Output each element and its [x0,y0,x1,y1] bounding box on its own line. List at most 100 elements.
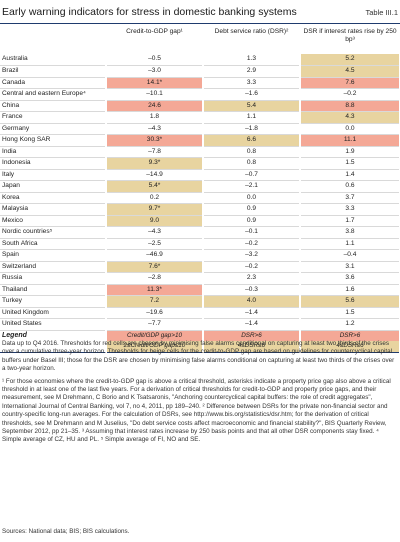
cell-credit-gap: –14.9 [105,169,204,181]
cell-credit-gap: 9.7* [105,203,204,216]
cell-dsr-rate-rise: 11.1 [299,134,400,147]
table-row: Thailand 11.3* –0.3 1.6 [0,284,400,296]
column-header-country [0,26,106,54]
cell-dsr: 1.3 [202,54,301,66]
cell-dsr-rate-rise: 4.5 [299,65,400,78]
cell-dsr: 0.8 [202,146,301,158]
cell-credit-gap: –3.0 [105,65,204,78]
cell-credit-gap: –7.7 [105,318,204,331]
table-row: Japan 5.4* –2.1 0.6 [0,180,400,193]
cell-dsr-rate-rise: 3.8 [299,226,400,239]
cell-dsr-rate-rise: –0.4 [299,249,400,262]
table-row: Spain –46.9 –3.2 –0.4 [0,249,400,262]
row-country: Malaysia [0,203,106,216]
cell-dsr: 0.8 [202,157,301,170]
table-row: Nordic countries⁵ –4.3 –0.1 3.8 [0,226,400,239]
cell-dsr-rate-rise: 3.6 [299,272,400,285]
cell-credit-gap: 9.3* [105,157,204,170]
row-country: South Africa [0,238,106,250]
cell-dsr: 6.6 [202,134,301,147]
cell-dsr-rate-rise: 1.5 [299,307,400,319]
table-row: Switzerland 7.6* –0.2 3.1 [0,261,400,273]
table-title: Early warning indicators for stress in d… [2,6,297,18]
cell-dsr: –1.8 [202,123,301,135]
cell-dsr-rate-rise: 1.9 [299,146,400,158]
cell-dsr-rate-rise: 1.6 [299,284,400,296]
table-number: Table III.1 [365,8,398,17]
table-row: India –7.8 0.8 1.9 [0,146,400,158]
row-country: Thailand [0,284,106,296]
row-country: Mexico [0,215,106,227]
cell-credit-gap: –4.3 [105,123,204,135]
cell-dsr-rate-rise: 0.6 [299,180,400,193]
table-row: France 1.8 1.1 4.3 [0,111,400,124]
row-country: India [0,146,106,158]
table-row: United Kingdom –19.6 –1.4 1.5 [0,307,400,319]
cell-dsr-rate-rise: 1.1 [299,238,400,250]
cell-dsr: 1.1 [202,111,301,124]
row-country: Central and eastern Europe⁴ [0,88,106,101]
cell-dsr: 0.9 [202,215,301,227]
cell-dsr: –1.4 [202,318,301,331]
cell-dsr: –0.7 [202,169,301,181]
cell-dsr: 4.0 [202,295,301,308]
table-row: Turkey 7.2 4.0 5.6 [0,295,400,308]
cell-credit-gap: –10.1 [105,88,204,101]
column-header-dsr: Debt service ratio (DSR)² [214,28,289,35]
cell-credit-gap: 24.6 [105,100,204,112]
cell-dsr: –1.4 [202,307,301,319]
cell-credit-gap: –7.8 [105,146,204,158]
row-country: United Kingdom [0,307,106,319]
row-country: United States [0,318,106,331]
legend-red-credit: Credit/GDP gap>10 [105,329,204,341]
legend-beige-dsr-rise: 4≤DSR≤6 [299,341,400,353]
cell-dsr-rate-rise: 1.4 [299,169,400,181]
cell-dsr: –2.1 [202,180,301,193]
cell-dsr: –3.2 [202,249,301,262]
table-row: United States –7.7 –1.4 1.2 [0,318,400,331]
row-country: France [0,111,106,124]
cell-credit-gap: 1.8 [105,111,204,124]
row-country: Spain [0,249,106,262]
sources-line: Sources: National data; BIS; BIS calcula… [2,528,130,535]
table-row: Hong Kong SAR 30.3* 6.6 11.1 [0,134,400,147]
row-country: China [0,100,106,112]
table-row: Italy –14.9 –0.7 1.4 [0,169,400,181]
cell-credit-gap: –4.3 [105,226,204,239]
indicators-table: Credit-to-GDP gap¹ Debt service ratio (D… [0,26,400,353]
table-row: Korea 0.2 0.0 3.7 [0,192,400,204]
cell-credit-gap: 5.4* [105,180,204,193]
cell-credit-gap: –2.8 [105,272,204,285]
table-row: Mexico 9.0 0.9 1.7 [0,215,400,227]
cell-dsr: 2.9 [202,65,301,78]
cell-credit-gap: –46.9 [105,249,204,262]
cell-dsr: 2.3 [202,272,301,285]
cell-credit-gap: 0.2 [105,192,204,204]
table-row: Central and eastern Europe⁴ –10.1 –1.6 –0.2 [0,88,400,101]
row-country: Germany [0,123,106,135]
cell-dsr-rate-rise: 1.7 [299,215,400,227]
note-paragraph: Data up to Q4 2016. Thresholds for red c… [2,340,395,373]
table-notes: Data up to Q4 2016. Thresholds for red c… [2,340,398,449]
table-header: Early warning indicators for stress in d… [0,0,400,24]
column-header-dsr-rate-rise: DSR if interest rates rise by 250 bp³ [303,28,397,43]
column-header-row: Credit-to-GDP gap¹ Debt service ratio (D… [0,26,400,54]
cell-credit-gap: 7.6* [105,261,204,273]
cell-dsr-rate-rise: 5.6 [299,295,400,308]
cell-credit-gap: –2.5 [105,238,204,250]
row-country: Canada [0,77,106,89]
row-country: Italy [0,169,106,181]
cell-dsr: –0.3 [202,284,301,296]
row-country: Hong Kong SAR [0,134,106,147]
cell-dsr: 5.4 [202,100,301,112]
cell-dsr-rate-rise: 8.8 [299,100,400,112]
cell-dsr-rate-rise: 3.3 [299,203,400,216]
row-country: Turkey [0,295,106,308]
table-row: Malaysia 9.7* 0.9 3.3 [0,203,400,216]
row-country: Japan [0,180,106,193]
table-row: Indonesia 9.3* 0.8 1.5 [0,157,400,170]
legend-label: Legend [0,329,106,341]
cell-credit-gap: 9.0 [105,215,204,227]
legend-spacer [0,341,106,353]
cell-dsr: 0.0 [202,192,301,204]
